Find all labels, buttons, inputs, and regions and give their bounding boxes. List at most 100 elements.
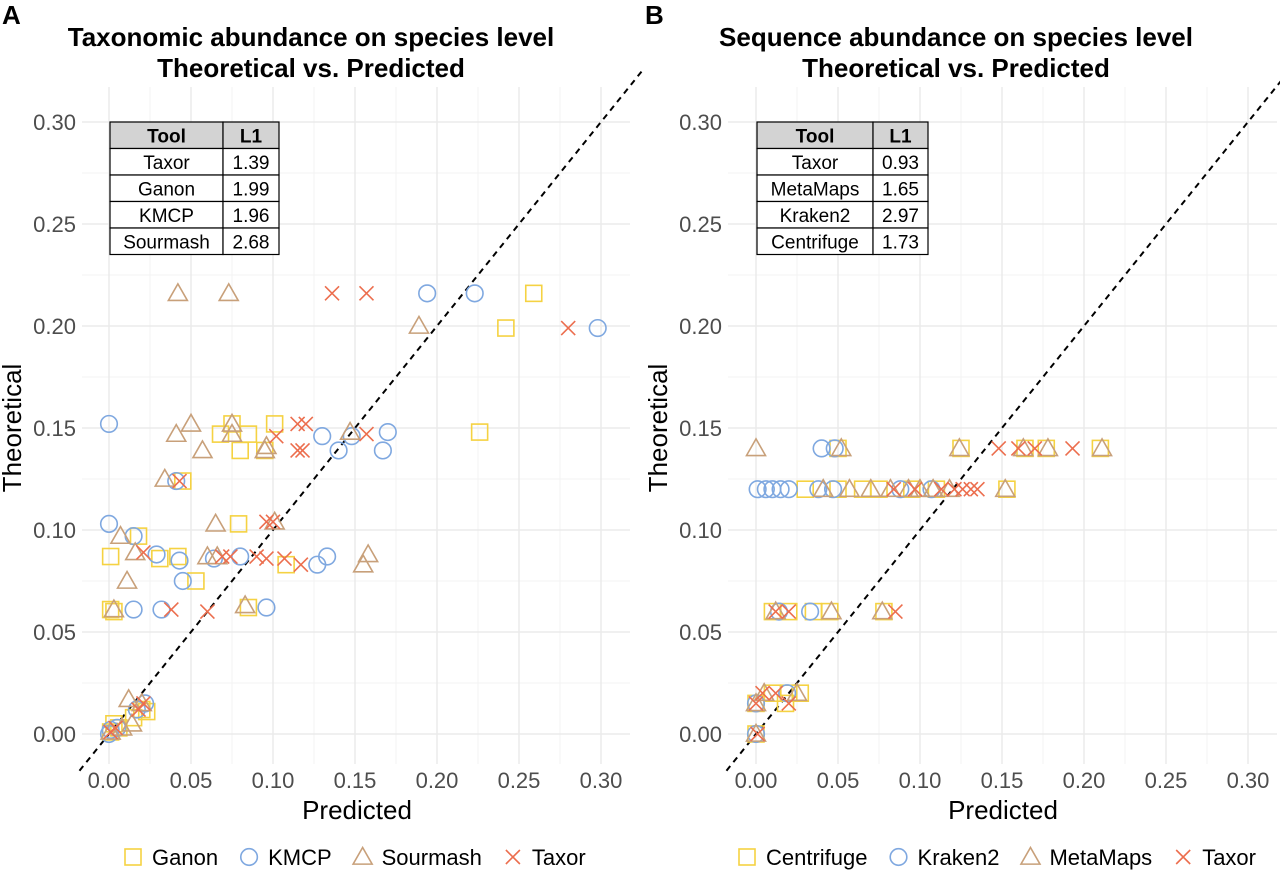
legend-a: Ganon KMCP Sourmash Taxor [124, 845, 586, 870]
panel-b-x-tick-label: 0.05 [817, 768, 860, 793]
panel-b-y-tick-label: 0.05 [679, 620, 722, 645]
panel-a-point-kmcp [167, 471, 186, 491]
panel-b-point-metamaps [786, 682, 808, 702]
panel-b-table-header-cell [756, 121, 874, 150]
panel-b-point-kraken2 [779, 480, 798, 499]
panel-a-point-kmcp [318, 547, 337, 566]
panel-a-table-tool: Taxor [143, 153, 190, 174]
panel-a-point-taxor [268, 428, 284, 444]
panel-a-point-taxor [199, 604, 215, 620]
panel-a-point-sourmash [165, 423, 188, 443]
panel-a-point-ganon [231, 441, 249, 460]
panel-b-point-taxor [748, 695, 764, 711]
panel-b-point-metamaps [745, 437, 767, 457]
l1-table-a: Tool L1 Taxor 1.39 Ganon 1.99 KMCP 1.96 Sourmash… [109, 121, 280, 256]
panel-a-legend-label-kmcp: KMCP [268, 845, 332, 870]
y-ticks-a: 0.00 0.05 0.10 0.15 0.20 0.25 0.30 [33, 110, 76, 747]
panel-b-table-l1: L1 [889, 126, 912, 147]
panel-a-point-kmcp [308, 555, 327, 574]
panel-b-point-metamaps [764, 600, 787, 620]
panel-a-point-kmcp [378, 422, 397, 442]
panel-a-point-taxor [265, 514, 281, 530]
panel-b-point-metamaps [1037, 437, 1059, 457]
legend-b: Centrifuge Kraken2 MetaMaps Taxor [738, 845, 1256, 870]
panel-a-point-taxor [294, 442, 311, 459]
panel-b-point-metamaps [745, 722, 767, 742]
panel-b-table-cell [872, 227, 929, 256]
panel-a-point-taxor [293, 557, 309, 573]
panel-b-x-tick-label: 0.00 [735, 768, 778, 793]
panel-b-point-taxor [754, 685, 771, 701]
panel-b-point-centrifuge [870, 480, 888, 499]
panel-a-point-kmcp [342, 427, 361, 446]
panel-a-point-taxor [135, 544, 152, 561]
points-a [99, 282, 607, 744]
panel-b-x-tick-label: 0.20 [1063, 768, 1106, 793]
panel-b-x-tick-label: 0.15 [981, 768, 1024, 793]
panel-b-point-taxor [1027, 440, 1043, 456]
panel-a-point-sourmash [255, 435, 278, 455]
panel-b-point-taxor [933, 481, 949, 497]
panel-b-x-tick-label: 0.10 [899, 768, 942, 793]
panel-a-point-taxor [324, 285, 340, 301]
panel-a-point-kmcp [152, 600, 171, 619]
l1-table-b: Tool L1 Taxor 0.93 MetaMaps 1.65 Kraken2 2.97 Ce… [756, 121, 929, 256]
panel-a-table-tool: Sourmash [123, 232, 210, 253]
panel-b-table-tool: Taxor [792, 153, 839, 174]
panel-a-legend-label-sourmash: Sourmash [382, 845, 482, 870]
panel-a-point-sourmash [153, 467, 176, 487]
panel-a-point-sourmash [130, 692, 153, 712]
panel-a-point-taxor [258, 514, 275, 530]
panel-b-point-taxor [955, 481, 971, 497]
panel-a-table-l1: 1.96 [233, 206, 270, 227]
panel-a-y-tick-label: 0.25 [33, 212, 76, 237]
panel-a: A Taxonomic abundance on species level T… [0, 0, 643, 870]
panel-a-point-ganon [229, 515, 248, 533]
y-axis-title-b: Theoretical [643, 364, 673, 493]
panel-a-point-taxor [560, 320, 576, 336]
x-ticks-b: 0.00 0.05 0.10 0.15 0.20 0.25 0.30 [735, 768, 1270, 793]
panel-b-point-taxor [781, 604, 797, 620]
panel-a-point-taxor [298, 416, 314, 432]
panel-label-a: A [2, 0, 21, 30]
panel-b-point-metamaps [994, 478, 1017, 498]
panel-a-table-l1: L1 [240, 126, 263, 147]
panel-a-point-taxor [358, 426, 375, 442]
panel-b-x-tick-label: 0.25 [1145, 768, 1188, 793]
panel-b-point-centrifuge [776, 694, 795, 713]
panel-a-point-ganon [187, 572, 205, 590]
panel-a-point-taxor [358, 285, 375, 301]
panel-a-point-sourmash [408, 314, 430, 334]
panel-label-b: B [645, 0, 664, 30]
panel-a-table-cell [109, 174, 224, 203]
panel-a-point-sourmash [221, 412, 243, 432]
panel-b-y-tick-label: 0.00 [679, 722, 722, 747]
panel-b-table-l1: 1.65 [882, 179, 919, 200]
panel-a-y-tick-label: 0.30 [33, 110, 76, 135]
panel-b-legend-label-metamaps: MetaMaps [1049, 845, 1152, 870]
panel-a-point-sourmash [253, 439, 276, 459]
panel-a-x-tick-label: 0.30 [580, 768, 623, 793]
panel-b-point-taxor [886, 481, 902, 497]
panel-b-legend-key-kraken2 [889, 847, 908, 867]
panel-b-legend-key-taxor [1175, 849, 1191, 865]
y-ticks-b: 0.00 0.05 0.10 0.15 0.20 0.25 0.30 [679, 110, 722, 747]
panel-b-point-taxor [969, 481, 985, 497]
y-axis-title-a: Theoretical [0, 364, 27, 493]
panel-b-point-taxor [1010, 440, 1026, 456]
panel-a-point-kmcp [124, 600, 143, 619]
panel-a-point-ganon [470, 423, 489, 441]
panel-b-table-cell [756, 174, 874, 203]
panel-a-point-kmcp [99, 414, 119, 434]
panel-a-table-header-cell [109, 121, 224, 150]
panel-a-point-kmcp [257, 598, 276, 617]
panel-b-point-metamaps [753, 682, 776, 702]
panel-b-table-cell [756, 200, 874, 229]
panel-b-point-metamaps [745, 692, 767, 712]
panel-a-point-taxor [276, 550, 293, 567]
panel-b-legend-label-centrifuge: Centrifuge [766, 845, 868, 870]
panel-a-point-ganon [105, 602, 123, 621]
panel-b-point-taxor [750, 726, 766, 742]
panel-a-legend-key-sourmash [351, 845, 374, 865]
panel-a-point-kmcp [465, 284, 484, 303]
